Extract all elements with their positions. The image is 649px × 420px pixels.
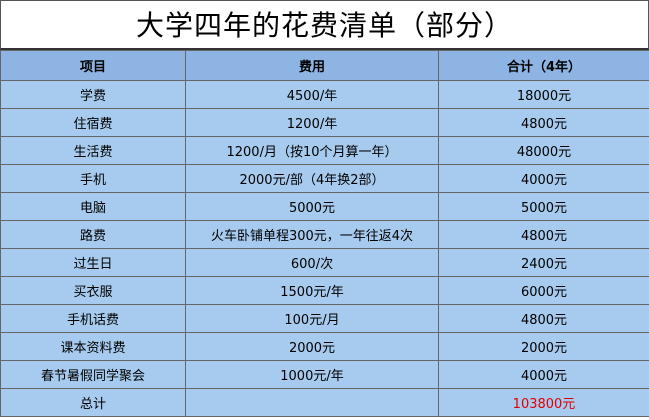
cell: 1200/月（按10个月算一年） <box>185 136 439 165</box>
cell: 手机 <box>0 164 186 193</box>
cell: 电脑 <box>0 192 186 221</box>
cell: 春节暑假同学聚会 <box>0 360 186 389</box>
row: 生活费 1200/月（按10个月算一年） 48000元 <box>0 136 649 165</box>
row: 课本资料费 2000元 2000元 <box>0 332 649 361</box>
cell: 5000元 <box>185 192 439 221</box>
row: 手机话费 100元/月 4800元 <box>0 304 649 333</box>
cell <box>185 388 439 417</box>
cell: 住宿费 <box>0 108 186 137</box>
cell: 4500/年 <box>185 80 439 109</box>
row: 住宿费 1200/年 4800元 <box>0 108 649 137</box>
cell: 4800元 <box>438 304 649 333</box>
cell: 4000元 <box>438 360 649 389</box>
cell: 18000元 <box>438 80 649 109</box>
cell: 火车卧铺单程300元，一年往返4次 <box>185 220 439 249</box>
cell: 2000元 <box>185 332 439 361</box>
cell: 100元/月 <box>185 304 439 333</box>
row: 路费 火车卧铺单程300元，一年往返4次 4800元 <box>0 220 649 249</box>
cell: 600/次 <box>185 248 439 277</box>
cell: 学费 <box>0 80 186 109</box>
cell: 48000元 <box>438 136 649 165</box>
row: 买衣服 1500元/年 6000元 <box>0 276 649 305</box>
row: 电脑 5000元 5000元 <box>0 192 649 221</box>
cell: 课本资料费 <box>0 332 186 361</box>
title: 大学四年的花费清单（部分） <box>0 0 649 50</box>
cell: 2000元 <box>438 332 649 361</box>
expense-table: 项目 费用 合计（4年） 学费 4500/年 18000元 住宿费 1200/年 4800元 生活… <box>0 50 649 417</box>
cell: 总计 <box>0 388 186 417</box>
cell: 生活费 <box>0 136 186 165</box>
cell: 2400元 <box>438 248 649 277</box>
cell: 过生日 <box>0 248 186 277</box>
cell: 6000元 <box>438 276 649 305</box>
row: 过生日 600/次 2400元 <box>0 248 649 277</box>
cell: 4800元 <box>438 220 649 249</box>
header-cell: 项目 <box>0 50 186 81</box>
row: 春节暑假同学聚会 1000元/年 4000元 <box>0 360 649 389</box>
row: 总计 103800元 <box>0 388 649 417</box>
cell: 1200/年 <box>185 108 439 137</box>
cell: 103800元 <box>438 388 649 417</box>
cell: 1500元/年 <box>185 276 439 305</box>
cell: 手机话费 <box>0 304 186 333</box>
cell: 4000元 <box>438 164 649 193</box>
header-cell: 合计（4年） <box>438 50 649 81</box>
cell: 买衣服 <box>0 276 186 305</box>
row: 学费 4500/年 18000元 <box>0 80 649 109</box>
header-row: 项目 费用 合计（4年） <box>0 50 649 81</box>
cell: 1000元/年 <box>185 360 439 389</box>
row: 手机 2000元/部（4年换2部） 4000元 <box>0 164 649 193</box>
cell: 2000元/部（4年换2部） <box>185 164 439 193</box>
cell: 5000元 <box>438 192 649 221</box>
cell: 路费 <box>0 220 186 249</box>
cell: 4800元 <box>438 108 649 137</box>
header-cell: 费用 <box>185 50 439 81</box>
